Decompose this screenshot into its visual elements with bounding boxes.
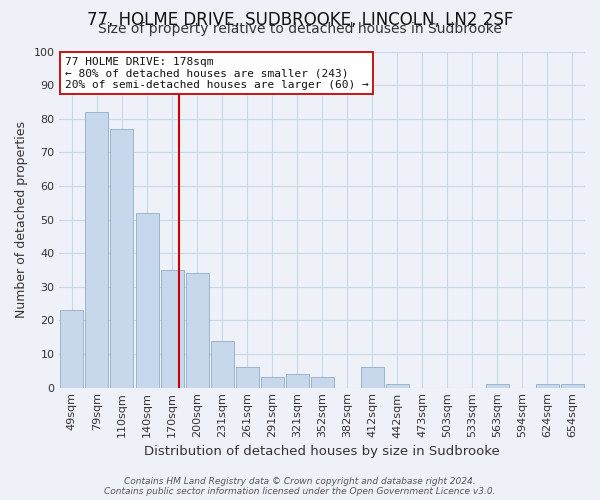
Bar [161,270,184,388]
Bar [486,384,509,388]
X-axis label: Distribution of detached houses by size in Sudbrooke: Distribution of detached houses by size … [145,444,500,458]
Bar [110,129,133,388]
Text: 77 HOLME DRIVE: 178sqm
← 80% of detached houses are smaller (243)
20% of semi-de: 77 HOLME DRIVE: 178sqm ← 80% of detached… [65,56,368,90]
Bar [85,112,109,388]
Bar [260,378,284,388]
Text: Contains HM Land Registry data © Crown copyright and database right 2024.
Contai: Contains HM Land Registry data © Crown c… [104,476,496,496]
Bar [386,384,409,388]
Bar [561,384,584,388]
Bar [286,374,308,388]
Bar [536,384,559,388]
Bar [211,340,233,388]
Bar [236,368,259,388]
Bar [61,310,83,388]
Bar [361,368,384,388]
Bar [185,274,209,388]
Bar [136,213,158,388]
Text: Size of property relative to detached houses in Sudbrooke: Size of property relative to detached ho… [98,22,502,36]
Y-axis label: Number of detached properties: Number of detached properties [15,121,28,318]
Bar [311,378,334,388]
Text: 77, HOLME DRIVE, SUDBROOKE, LINCOLN, LN2 2SF: 77, HOLME DRIVE, SUDBROOKE, LINCOLN, LN2… [87,11,513,29]
